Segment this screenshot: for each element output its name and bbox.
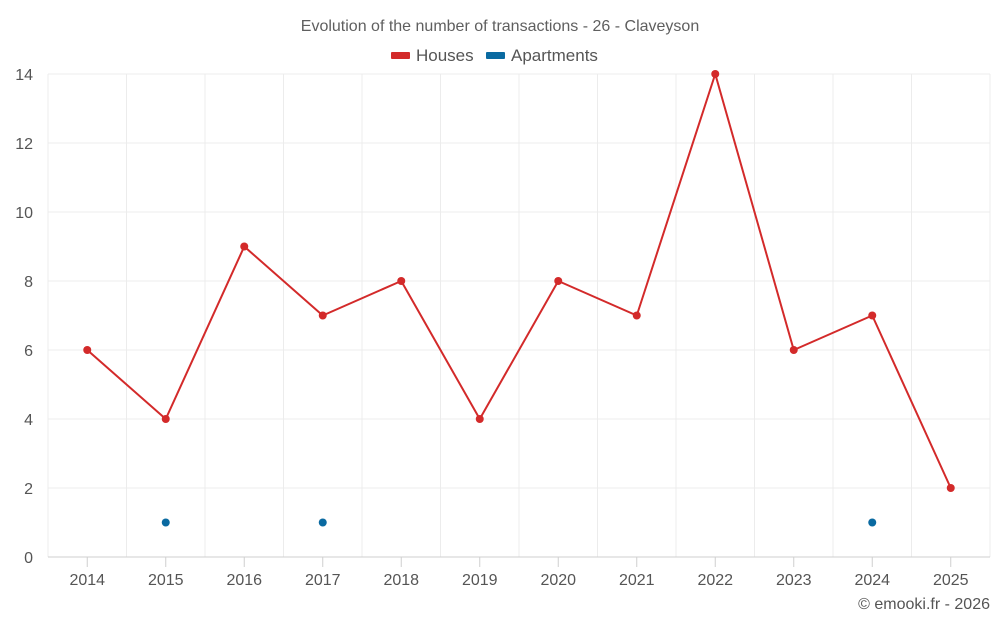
y-tick-label: 2 — [24, 481, 33, 498]
y-tick-label: 8 — [24, 274, 33, 291]
data-point-houses-2020[interactable] — [554, 277, 563, 285]
legend-label-houses: Houses — [416, 46, 474, 65]
y-tick-label: 12 — [15, 136, 33, 153]
data-point-houses-2016[interactable] — [240, 242, 249, 251]
x-tick-label: 2024 — [854, 572, 890, 589]
data-point-houses-2014[interactable] — [83, 346, 92, 354]
credit-text: © emooki.fr - 2026 — [858, 596, 990, 613]
y-tick-label: 14 — [15, 67, 33, 84]
data-point-apartments-2017[interactable] — [318, 518, 327, 527]
y-tick-label: 10 — [15, 205, 33, 222]
series-apartments — [161, 518, 877, 527]
data-point-houses-2017[interactable] — [318, 311, 327, 320]
x-tick-label: 2016 — [226, 572, 262, 589]
legend-swatch-apartments — [486, 52, 505, 59]
x-tick-label: 2025 — [933, 572, 969, 589]
data-point-houses-2018[interactable] — [397, 277, 406, 285]
data-point-houses-2019[interactable] — [475, 415, 484, 423]
legend-item-apartments[interactable]: Apartments — [486, 46, 598, 65]
x-tick-label: 2017 — [305, 572, 341, 589]
legend-swatch-houses — [391, 52, 410, 59]
y-tick-label: 4 — [24, 412, 33, 429]
data-point-houses-2023[interactable] — [789, 346, 798, 354]
series-line-houses — [86, 73, 952, 489]
x-tick-label: 2015 — [148, 572, 184, 589]
legend-label-apartments: Apartments — [511, 46, 598, 65]
x-tick-label: 2020 — [540, 572, 576, 589]
data-point-houses-2015[interactable] — [161, 415, 170, 423]
y-tick-label: 0 — [24, 550, 33, 567]
legend: Houses Apartments — [391, 46, 598, 65]
data-point-houses-2022[interactable] — [711, 70, 720, 78]
x-tick-label: 2014 — [69, 572, 105, 589]
axes: 0 2 4 6 8 10 12 14 2014 2015 2016 2017 2018 2019 2020 2… — [15, 67, 990, 589]
x-tick-label: 2021 — [619, 572, 655, 589]
series-houses — [83, 70, 955, 492]
legend-item-houses[interactable]: Houses — [391, 46, 474, 65]
data-point-apartments-2015[interactable] — [161, 518, 170, 527]
x-tick-label: 2018 — [383, 572, 419, 589]
y-tick-label: 6 — [24, 343, 33, 360]
data-point-houses-2025[interactable] — [946, 484, 955, 492]
data-point-apartments-2024[interactable] — [868, 518, 877, 527]
data-point-houses-2021[interactable] — [632, 311, 641, 320]
x-tick-label: 2019 — [462, 572, 498, 589]
chart-title: Evolution of the number of transactions … — [301, 18, 699, 35]
data-point-houses-2024[interactable] — [868, 311, 877, 320]
grid — [47, 73, 991, 557]
x-tick-label: 2023 — [776, 572, 812, 589]
series — [83, 70, 955, 527]
x-tick-label: 2022 — [697, 572, 733, 589]
